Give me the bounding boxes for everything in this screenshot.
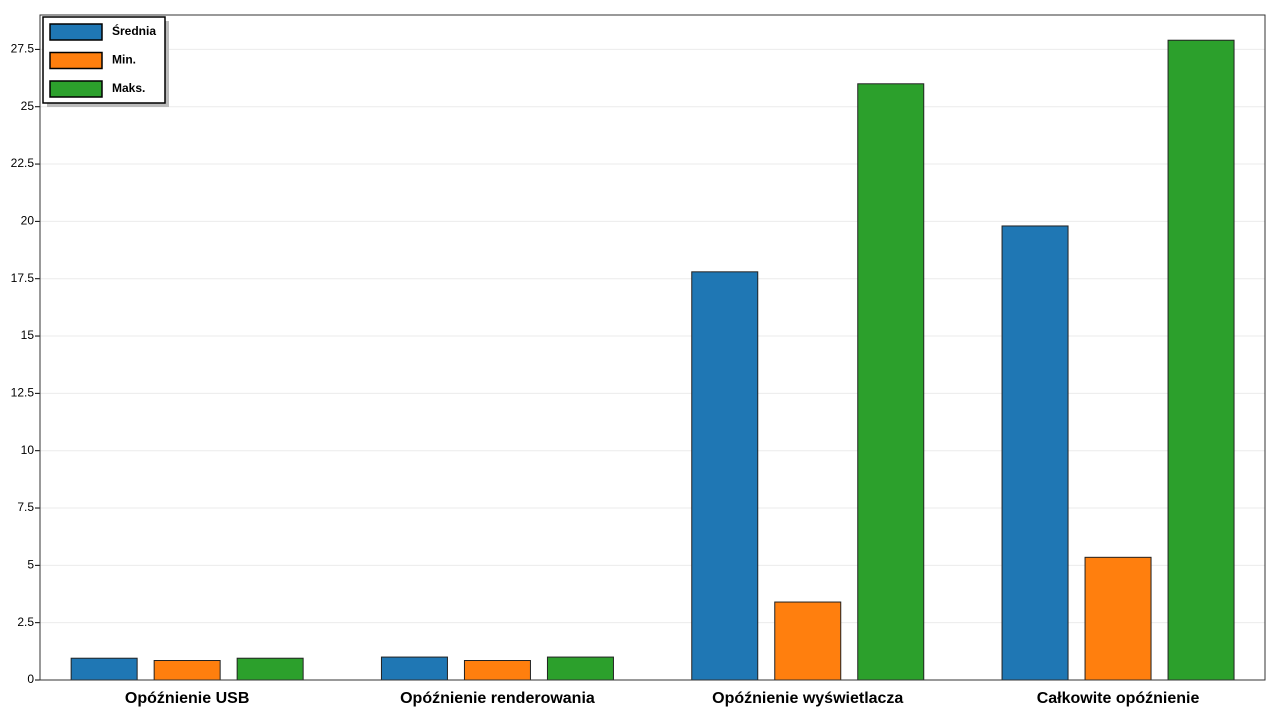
bar [153,660,221,681]
y-tick-label: 5 [27,558,34,572]
bar [380,656,448,681]
bar [691,271,759,681]
x-tick-label: Opóźnienie renderowania [400,690,595,707]
y-tick-label: 25 [21,99,35,113]
bar [857,83,925,681]
legend-label: Maks. [112,81,145,95]
y-tick-label: 22.5 [11,156,35,170]
bar [1084,556,1152,681]
legend-label: Min. [112,53,136,67]
bar [1001,225,1069,681]
y-tick-label: 15 [21,328,35,342]
bar [463,660,531,681]
legend-label: Średnia [112,23,156,38]
y-tick-label: 10 [21,443,35,457]
plot-frame [39,14,1266,681]
y-tick-label: 12.5 [11,386,35,400]
x-tick-label: Opóźnienie USB [125,690,249,707]
legend-swatch [49,23,103,41]
y-tick-label: 0 [27,672,34,686]
y-tick-label: 7.5 [17,500,34,514]
bar [70,657,138,681]
legend-swatch [49,80,103,98]
y-tick-label: 27.5 [11,42,35,56]
y-tick-label: 17.5 [11,271,35,285]
bar [546,656,614,681]
y-tick-label: 2.5 [17,615,34,629]
y-tick-label: 20 [21,214,35,228]
legend: Średnia Min. Maks. [42,16,166,104]
bar [1167,39,1235,681]
x-tick-label: Całkowite opóźnienie [1037,690,1200,707]
bar [774,601,842,681]
x-tick-label: Opóźnienie wyświetlacza [712,690,903,707]
bar [236,657,304,681]
legend-swatch [49,51,103,70]
